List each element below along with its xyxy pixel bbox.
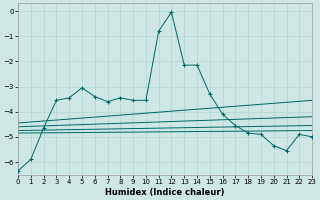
X-axis label: Humidex (Indice chaleur): Humidex (Indice chaleur) [105,188,225,197]
